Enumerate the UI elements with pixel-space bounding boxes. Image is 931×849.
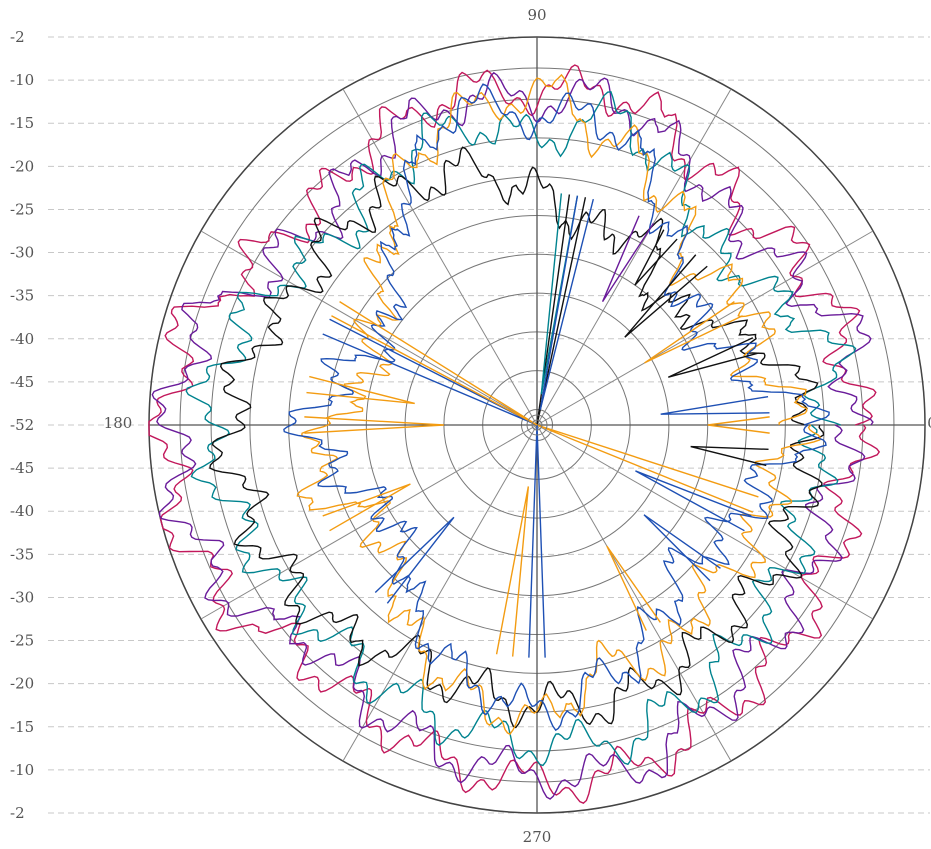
spike-mark: [304, 416, 444, 434]
series-line: [148, 64, 881, 805]
series-line: [296, 73, 821, 736]
radial-tick-label: -35: [10, 545, 34, 563]
spike-mark: [331, 301, 538, 426]
radial-tick-label: -20: [10, 675, 34, 693]
series-line: [151, 71, 874, 800]
polar-spoke: [536, 424, 874, 620]
radial-tick-label: -10: [10, 761, 34, 779]
spike-mark: [601, 215, 654, 303]
spike-mark: [322, 483, 411, 532]
hub-ring: [531, 419, 543, 431]
spike-mark: [690, 445, 769, 467]
radial-tick-label: -40: [10, 502, 34, 520]
angle-label-90: 90: [527, 6, 546, 24]
radial-tick-label: -30: [10, 244, 34, 262]
radial-tick-label: -30: [10, 588, 34, 606]
spike-mark: [306, 375, 415, 405]
spike-mark: [624, 254, 708, 338]
radial-tick-label: -35: [10, 287, 34, 305]
spike-mark: [539, 195, 594, 410]
polar-spoke: [200, 230, 538, 426]
polar-spoke: [342, 88, 538, 426]
spike-mark: [660, 395, 770, 415]
radial-tick-label: -10: [10, 71, 34, 89]
radial-tick-label: -25: [10, 200, 34, 218]
spike-mark: [634, 229, 678, 286]
spike-mark: [707, 416, 770, 434]
angle-label-0: 0: [927, 414, 931, 432]
angle-label-270: 270: [523, 828, 552, 846]
radial-tick-labels: -2 -10 -15 -20 -25 -30 -35 -40 -45 -52 -45 -40 -35 -3…: [10, 28, 34, 822]
spike-mark: [374, 516, 455, 604]
radial-tick-label: -45: [10, 459, 34, 477]
hub-ring: [526, 414, 548, 436]
radial-tick-label: -45: [10, 373, 34, 391]
polar-spoke: [342, 424, 538, 762]
spike-mark: [643, 514, 721, 582]
radial-tick-label: -40: [10, 330, 34, 348]
radial-tick-label: -15: [10, 114, 34, 132]
series-line: [185, 91, 857, 767]
radial-tick-label: -20: [10, 157, 34, 175]
spike-mark: [644, 301, 743, 364]
angle-label-180: 180: [104, 414, 133, 432]
spike-mark: [667, 337, 759, 378]
polar-spoke: [536, 230, 874, 426]
spike-group: [304, 193, 770, 658]
radial-tick-label: -15: [10, 718, 34, 736]
radial-tick-label: -52: [10, 416, 34, 434]
spike-mark: [495, 486, 530, 657]
radial-tick-label: -2: [10, 28, 25, 46]
spike-mark: [635, 470, 752, 532]
polar-spoke: [536, 88, 732, 426]
radial-tick-label: -25: [10, 632, 34, 650]
center-hub: [526, 414, 548, 436]
polar-spoke: [200, 424, 538, 620]
spike-mark: [606, 545, 661, 631]
radial-tick-label: -2: [10, 804, 25, 822]
